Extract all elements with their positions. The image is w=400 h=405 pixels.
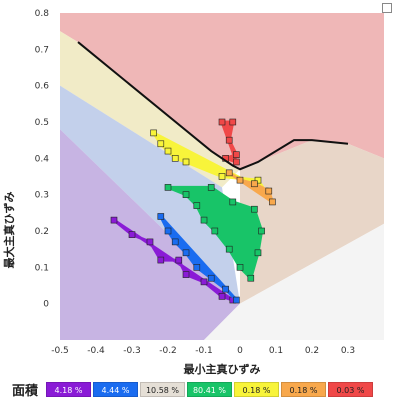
strain-point — [236, 264, 244, 271]
strain-point — [128, 231, 136, 238]
strain-point — [110, 216, 118, 224]
strain-point — [218, 173, 226, 180]
strain-point — [251, 205, 258, 213]
strain-point — [251, 180, 258, 188]
x-tick-label: 0 — [237, 346, 243, 356]
strain-point — [164, 227, 172, 235]
zone-compression — [60, 129, 240, 340]
y-tick-label: 0.8 — [35, 9, 50, 19]
expand-icon[interactable] — [382, 3, 392, 13]
strain-point — [225, 169, 233, 177]
points-layer — [110, 118, 276, 304]
strain-point — [157, 256, 165, 264]
legend-item: 80.41 % — [187, 382, 232, 397]
y-tick-label: 0.4 — [35, 154, 50, 164]
x-tick-label: 0.2 — [305, 346, 319, 356]
legend: 面積 4.18 % 4.44 % 10.58 % 80.41 % 0.18 % 0.18 … — [0, 380, 400, 402]
strain-point — [225, 136, 233, 144]
x-tick-label: 0.3 — [341, 346, 355, 356]
legend-item: 10.58 % — [140, 382, 185, 397]
point-cloud-0 — [112, 218, 235, 302]
strain-point — [171, 238, 179, 246]
x-tick-label: -0.5 — [51, 346, 69, 356]
strain-point — [218, 293, 226, 300]
forming-limit-curve — [77, 41, 349, 171]
strain-point — [182, 191, 190, 198]
strain-point — [265, 187, 273, 195]
y-tick-labels: 0 0.1 0.2 0.3 0.4 0.5 0.6 0.7 0.8 — [35, 9, 50, 310]
curve-layer — [77, 41, 349, 171]
strain-point — [211, 227, 219, 235]
zones-layer — [60, 13, 384, 340]
x-axis-title: 最小主真ひずみ — [184, 362, 261, 376]
x-tick-label: 0.1 — [269, 346, 283, 356]
legend-title: 面積 — [12, 384, 39, 399]
strain-point — [182, 249, 190, 257]
legend-item: 4.44 % — [93, 382, 138, 397]
strain-point — [193, 264, 201, 271]
flc-chart: -0.5 -0.4 -0.3 -0.2 -0.1 0 0.1 0.2 0.3 0 0.1 0.2 0.… — [2, 9, 384, 376]
x-tick-label: -0.4 — [87, 346, 105, 356]
y-tick-label: 0.7 — [35, 45, 49, 55]
y-tick-label: 0.2 — [35, 227, 49, 237]
zone-safe — [60, 85, 240, 304]
zone-insufficient — [204, 223, 384, 340]
strain-point — [193, 202, 201, 209]
strain-point — [229, 118, 237, 126]
strain-point — [200, 216, 208, 224]
strain-point — [258, 227, 265, 235]
strain-point — [182, 158, 190, 166]
y-axis-title: 最大主真ひずみ — [2, 192, 16, 269]
strain-point — [175, 256, 183, 264]
strain-point — [236, 176, 244, 184]
strain-point — [157, 140, 165, 148]
y-tick-label: 0.6 — [35, 82, 50, 92]
legend-item: 0.18 % — [281, 382, 326, 397]
y-tick-label: 0.1 — [35, 263, 49, 273]
strain-point — [225, 245, 233, 253]
y-tick-label: 0.3 — [35, 191, 49, 201]
zone-thinning — [240, 140, 384, 304]
strain-point — [207, 184, 215, 191]
legend-item: 0.03 % — [328, 382, 373, 397]
x-tick-labels: -0.5 -0.4 -0.3 -0.2 -0.1 0 0.1 0.2 0.3 — [51, 346, 355, 356]
legend-item: 4.18 % — [46, 382, 91, 397]
legend-item: 0.18 % — [234, 382, 279, 397]
strain-point — [164, 147, 172, 155]
y-tick-label: 0 — [43, 300, 49, 310]
strain-point — [247, 274, 255, 282]
strain-point — [218, 118, 226, 126]
x-tick-label: -0.1 — [195, 346, 213, 356]
strain-point — [233, 151, 240, 158]
strain-point — [207, 274, 215, 282]
strain-point — [229, 198, 237, 206]
x-tick-label: -0.3 — [123, 346, 141, 356]
strain-point — [182, 271, 190, 278]
strain-point — [254, 176, 262, 184]
strain-point — [146, 238, 154, 246]
x-tick-label: -0.2 — [159, 346, 177, 356]
strain-point — [150, 129, 157, 137]
strain-point — [269, 198, 276, 206]
strain-point — [157, 213, 165, 220]
strain-point — [164, 184, 172, 191]
zone-risk — [60, 31, 240, 188]
zone-fracture — [60, 13, 384, 170]
strain-point — [222, 285, 229, 293]
strain-point — [233, 158, 240, 166]
y-tick-label: 0.5 — [35, 118, 49, 128]
strain-point — [254, 249, 262, 257]
strain-point — [233, 296, 240, 304]
strain-point — [171, 155, 179, 162]
strain-point — [200, 278, 208, 286]
